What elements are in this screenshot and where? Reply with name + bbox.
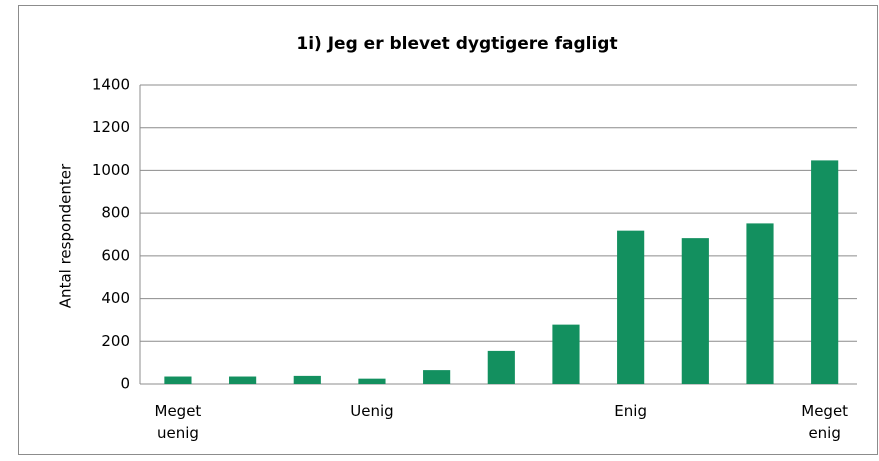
y-tick-label: 400 xyxy=(101,289,130,307)
y-tick-label: 200 xyxy=(101,332,130,350)
bar xyxy=(811,160,839,384)
y-tick-label: 1400 xyxy=(92,76,130,94)
bar xyxy=(681,238,709,384)
y-tick-label: 1000 xyxy=(92,161,130,179)
x-tick-label: Enig xyxy=(614,402,647,420)
bar xyxy=(164,376,192,384)
chart-title: 1i) Jeg er blevet dygtigere fagligt xyxy=(296,34,617,54)
y-tick-label: 800 xyxy=(101,204,130,222)
bar xyxy=(358,378,386,384)
bar xyxy=(229,376,257,384)
bar xyxy=(423,370,451,384)
y-axis-label: Antal respondenter xyxy=(57,163,75,308)
y-tick-label: 600 xyxy=(101,246,130,264)
x-tick-label: Meget uenig xyxy=(155,402,202,442)
y-tick-label: 0 xyxy=(120,375,130,393)
x-tick-label: Meget enig xyxy=(801,402,848,442)
x-tick-label: Uenig xyxy=(350,402,393,420)
bar xyxy=(552,324,580,384)
bar xyxy=(746,223,774,384)
y-tick-label: 1200 xyxy=(92,118,130,136)
bar xyxy=(617,230,645,384)
bar xyxy=(293,375,321,384)
bar xyxy=(487,350,515,384)
